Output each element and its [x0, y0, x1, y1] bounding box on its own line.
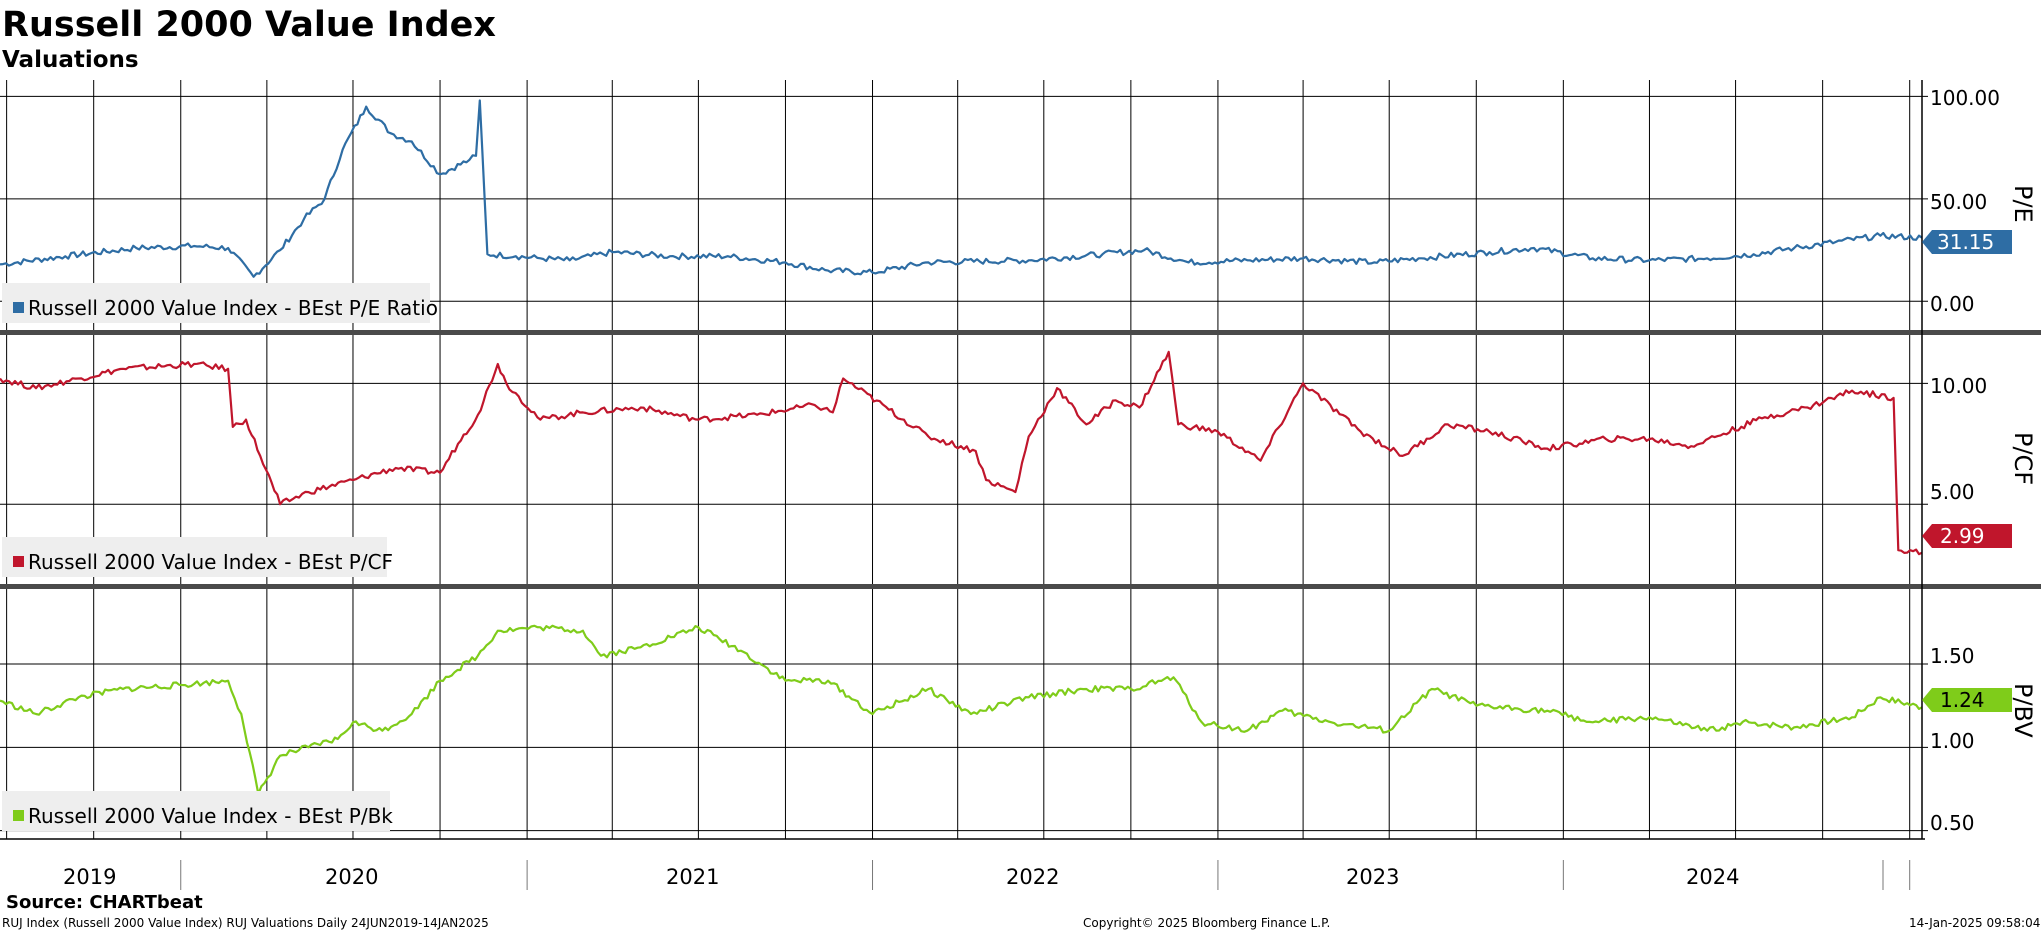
- series-line-pcf: [0, 350, 1923, 556]
- x-label-2022: 2022: [1006, 865, 1059, 889]
- pe-tick-50: 50.00: [1930, 190, 1987, 214]
- pcf-tick-10: 10.00: [1930, 374, 1987, 398]
- legend-pe-swatch: [13, 302, 24, 313]
- pbv-badge-shape: [1922, 688, 2012, 712]
- chart-title: Russell 2000 Value Index: [2, 5, 496, 45]
- gridlines: [0, 80, 1928, 890]
- pe-tick-100: 100.00: [1930, 86, 2000, 110]
- legend-pcf-label: Russell 2000 Value Index - BEst P/CF: [28, 550, 393, 574]
- series-lines: [0, 99, 1923, 796]
- pe-badge-text: 31.15: [1937, 230, 1994, 254]
- x-label-2023: 2023: [1346, 865, 1399, 889]
- legend-pe: Russell 2000 Value Index - BEst P/E Rati…: [2, 283, 438, 323]
- legend-pbv-label: Russell 2000 Value Index - BEst P/Bk: [28, 804, 393, 828]
- pcf-badge-shape: [1922, 524, 2012, 548]
- legend-pcf: Russell 2000 Value Index - BEst P/CF: [2, 537, 393, 577]
- panel-separator-1: [0, 330, 2041, 335]
- footer-right: 14-Jan-2025 09:58:04: [1909, 916, 2040, 930]
- pbv-axis-label: P/BV: [2009, 683, 2037, 738]
- legend-pcf-swatch: [13, 556, 24, 567]
- x-axis-labels: 2019 2020 2021 2022 2023 2024: [63, 865, 1739, 889]
- pbv-tick-050: 0.50: [1930, 811, 1975, 835]
- pbv-last-value-badge: 1.24: [1922, 688, 2012, 712]
- pe-tick-0: 0.00: [1930, 292, 1975, 316]
- legend-pbv-swatch: [13, 810, 24, 821]
- x-label-2021: 2021: [666, 865, 719, 889]
- pcf-tick-5: 5.00: [1930, 480, 1975, 504]
- footer-center: Copyright© 2025 Bloomberg Finance L.P.: [1083, 916, 1330, 930]
- legend-pe-bg: [2, 283, 430, 323]
- legend-pbv: Russell 2000 Value Index - BEst P/Bk: [2, 791, 393, 831]
- pe-axis-label: P/E: [2009, 185, 2037, 223]
- legend-pe-label: Russell 2000 Value Index - BEst P/E Rati…: [28, 296, 438, 320]
- legend-pbv-bg: [2, 791, 390, 831]
- series-line-pbv: [0, 624, 1923, 796]
- x-label-2019: 2019: [63, 865, 116, 889]
- x-label-2020: 2020: [325, 865, 378, 889]
- legend-pcf-bg: [2, 537, 387, 577]
- chart-subtitle: Valuations: [2, 47, 139, 73]
- pbv-tick-100: 1.00: [1930, 729, 1975, 753]
- pcf-axis-label: P/CF: [2009, 432, 2037, 485]
- x-label-2024: 2024: [1686, 865, 1739, 889]
- pcf-last-value-badge: 2.99: [1922, 524, 2012, 548]
- pcf-badge-text: 2.99: [1940, 524, 1985, 548]
- pe-badge-shape: [1922, 230, 2012, 254]
- panel-separator-2: [0, 584, 2041, 589]
- pbv-badge-text: 1.24: [1940, 688, 1985, 712]
- footer-left: RUJ Index (Russell 2000 Value Index) RUJ…: [2, 916, 489, 930]
- source-label: Source: CHARTbeat: [6, 892, 203, 913]
- pbv-tick-150: 1.50: [1930, 644, 1975, 668]
- series-line-pe: [0, 99, 1923, 278]
- pe-last-value-badge: 31.15: [1922, 230, 2012, 254]
